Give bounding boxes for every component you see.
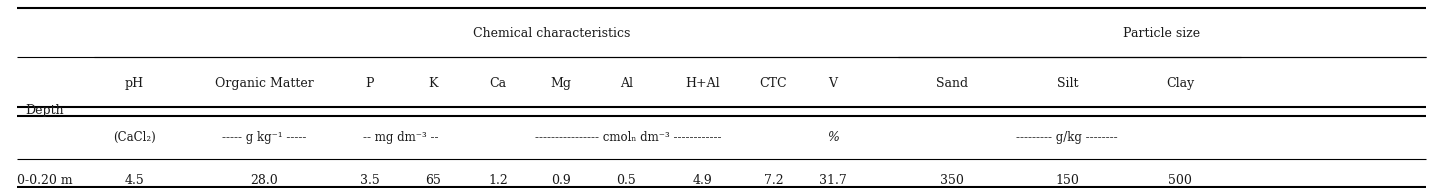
Text: 1.2: 1.2 bbox=[488, 174, 508, 187]
Text: 65: 65 bbox=[424, 174, 442, 187]
Text: Sand: Sand bbox=[937, 77, 968, 90]
Text: %: % bbox=[827, 131, 838, 144]
Text: ----- g kg⁻¹ -----: ----- g kg⁻¹ ----- bbox=[222, 131, 306, 144]
Text: --------- g/kg --------: --------- g/kg -------- bbox=[1016, 131, 1117, 144]
Text: Particle size: Particle size bbox=[1123, 27, 1201, 40]
Text: -- mg dm⁻³ --: -- mg dm⁻³ -- bbox=[364, 131, 439, 144]
Text: 0-0.20 m: 0-0.20 m bbox=[17, 174, 72, 187]
Text: K: K bbox=[429, 77, 437, 90]
Text: CTC: CTC bbox=[759, 77, 788, 90]
Text: 4.9: 4.9 bbox=[693, 174, 713, 187]
Text: Ca: Ca bbox=[489, 77, 506, 90]
Text: 3.5: 3.5 bbox=[359, 174, 380, 187]
Text: Organic Matter: Organic Matter bbox=[215, 77, 313, 90]
Text: 4.5: 4.5 bbox=[124, 174, 144, 187]
Text: P: P bbox=[365, 77, 374, 90]
Text: 28.0: 28.0 bbox=[250, 174, 278, 187]
Text: (CaCl₂): (CaCl₂) bbox=[113, 131, 156, 144]
Text: 350: 350 bbox=[941, 174, 964, 187]
Text: Depth: Depth bbox=[26, 104, 63, 117]
Text: 150: 150 bbox=[1056, 174, 1079, 187]
Text: 7.2: 7.2 bbox=[763, 174, 784, 187]
Text: H+Al: H+Al bbox=[685, 77, 720, 90]
Text: Al: Al bbox=[619, 77, 633, 90]
Text: pH: pH bbox=[124, 77, 144, 90]
Text: Silt: Silt bbox=[1058, 77, 1078, 90]
Text: 500: 500 bbox=[1169, 174, 1192, 187]
Text: 0.9: 0.9 bbox=[551, 174, 571, 187]
Text: 31.7: 31.7 bbox=[818, 174, 847, 187]
Text: Mg: Mg bbox=[551, 77, 571, 90]
Text: V: V bbox=[828, 77, 837, 90]
Text: ---------------- cmolₙ dm⁻³ ------------: ---------------- cmolₙ dm⁻³ ------------ bbox=[535, 131, 722, 144]
Text: 0.5: 0.5 bbox=[616, 174, 636, 187]
Text: Chemical characteristics: Chemical characteristics bbox=[473, 27, 631, 40]
Text: Clay: Clay bbox=[1166, 77, 1195, 90]
